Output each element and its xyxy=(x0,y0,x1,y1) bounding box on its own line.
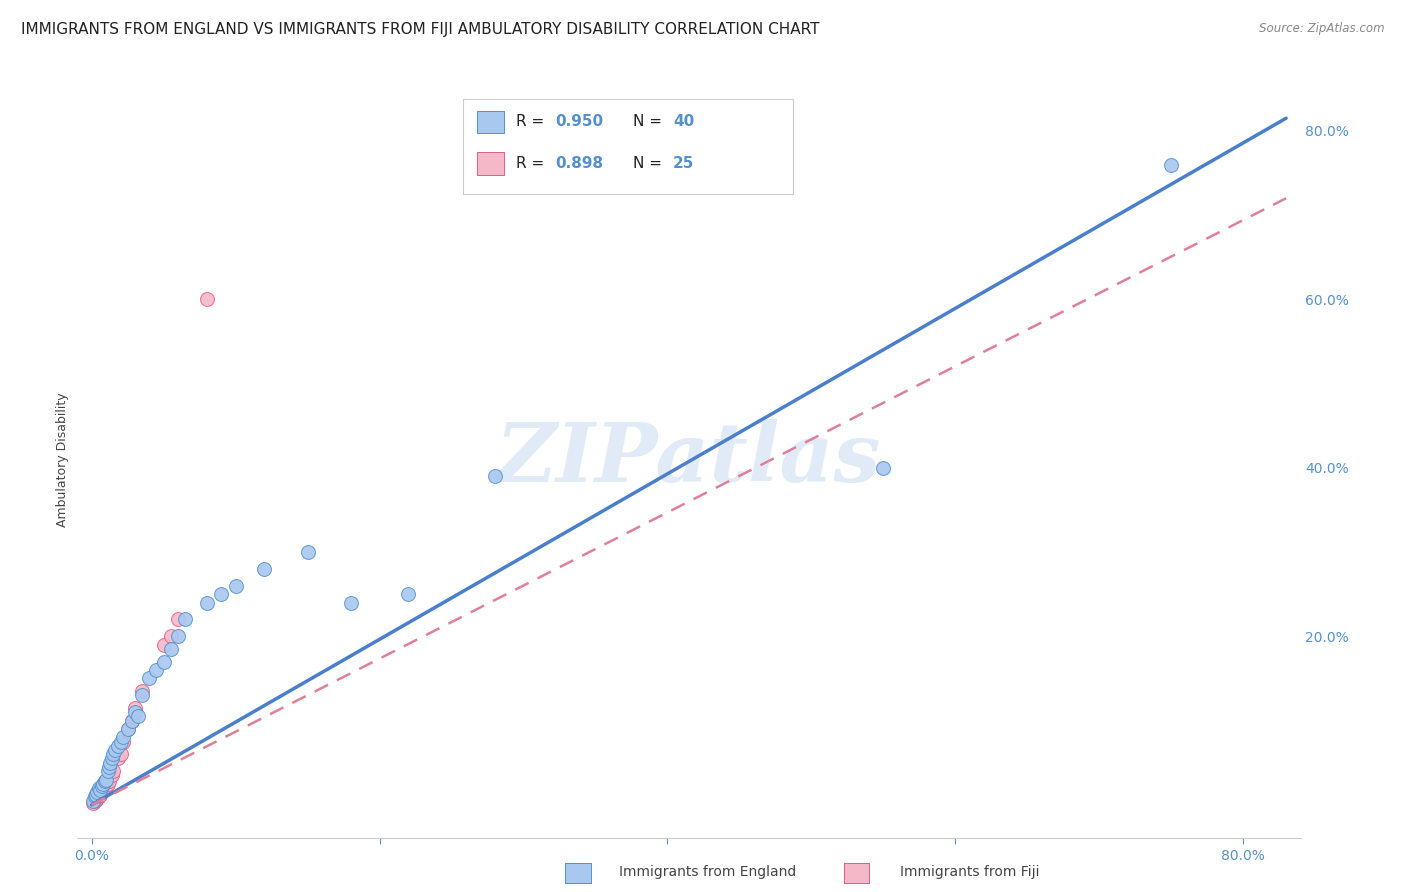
Point xyxy=(145,663,167,677)
Point xyxy=(124,701,146,715)
Point xyxy=(112,731,135,745)
Text: Immigrants from Fiji: Immigrants from Fiji xyxy=(900,865,1039,880)
Text: Immigrants from England: Immigrants from England xyxy=(619,865,796,880)
Point xyxy=(86,785,108,799)
Point xyxy=(90,779,112,793)
Point xyxy=(98,760,121,774)
Point xyxy=(82,796,104,810)
Text: N =: N = xyxy=(633,114,666,129)
Point xyxy=(83,789,105,804)
Text: N =: N = xyxy=(633,156,666,171)
Point xyxy=(91,777,114,791)
Point xyxy=(90,785,112,799)
Point xyxy=(96,764,118,778)
Text: R =: R = xyxy=(516,114,550,129)
Point xyxy=(94,779,117,793)
Point xyxy=(339,596,361,610)
Point xyxy=(87,780,110,795)
Point xyxy=(138,672,160,686)
Point xyxy=(89,782,111,797)
Text: Source: ZipAtlas.com: Source: ZipAtlas.com xyxy=(1260,22,1385,36)
Point xyxy=(121,714,143,728)
Point xyxy=(87,789,110,804)
Point xyxy=(107,751,129,765)
Point xyxy=(110,734,132,748)
FancyBboxPatch shape xyxy=(477,153,505,175)
Point xyxy=(84,793,107,807)
Point xyxy=(121,714,143,728)
Text: 25: 25 xyxy=(673,156,695,171)
Point xyxy=(131,688,153,702)
Y-axis label: Ambulatory Disability: Ambulatory Disability xyxy=(56,392,69,526)
Text: R =: R = xyxy=(516,156,550,171)
Point xyxy=(117,722,139,736)
Point xyxy=(82,794,104,808)
Point xyxy=(96,777,118,791)
Point xyxy=(101,768,124,782)
Point xyxy=(101,751,124,765)
Point xyxy=(86,791,108,805)
Point xyxy=(1160,157,1182,171)
Point xyxy=(195,293,218,307)
Point xyxy=(84,788,107,802)
Text: ZIPatlas: ZIPatlas xyxy=(496,419,882,500)
Point xyxy=(110,747,132,762)
Point xyxy=(174,612,197,626)
Point xyxy=(484,469,506,483)
Point xyxy=(107,739,129,753)
Point xyxy=(94,772,117,787)
Text: 0.898: 0.898 xyxy=(555,156,603,171)
Point xyxy=(160,629,183,643)
Point xyxy=(89,788,111,802)
Text: 0.950: 0.950 xyxy=(555,114,603,129)
Point xyxy=(127,709,149,723)
Point xyxy=(297,545,319,559)
Text: 40: 40 xyxy=(673,114,695,129)
Point xyxy=(103,747,125,762)
Point xyxy=(93,780,115,795)
Point xyxy=(117,722,139,736)
Point xyxy=(167,629,190,643)
Point xyxy=(195,596,218,610)
Text: IMMIGRANTS FROM ENGLAND VS IMMIGRANTS FROM FIJI AMBULATORY DISABILITY CORRELATIO: IMMIGRANTS FROM ENGLAND VS IMMIGRANTS FR… xyxy=(21,22,820,37)
Point xyxy=(167,612,190,626)
Point xyxy=(103,764,125,778)
Point xyxy=(209,587,232,601)
FancyBboxPatch shape xyxy=(477,111,505,134)
Point xyxy=(93,774,115,789)
FancyBboxPatch shape xyxy=(463,99,793,194)
Point xyxy=(112,734,135,748)
Point xyxy=(152,638,174,652)
Point xyxy=(83,794,105,808)
Point xyxy=(396,587,419,601)
Point xyxy=(872,460,894,475)
Point xyxy=(253,562,276,576)
Point xyxy=(124,705,146,719)
Point xyxy=(98,774,121,789)
Point xyxy=(104,743,127,757)
Point xyxy=(152,655,174,669)
Point xyxy=(160,642,183,657)
Point xyxy=(100,756,122,770)
Point xyxy=(225,579,247,593)
Point xyxy=(131,684,153,698)
Point xyxy=(91,782,114,797)
